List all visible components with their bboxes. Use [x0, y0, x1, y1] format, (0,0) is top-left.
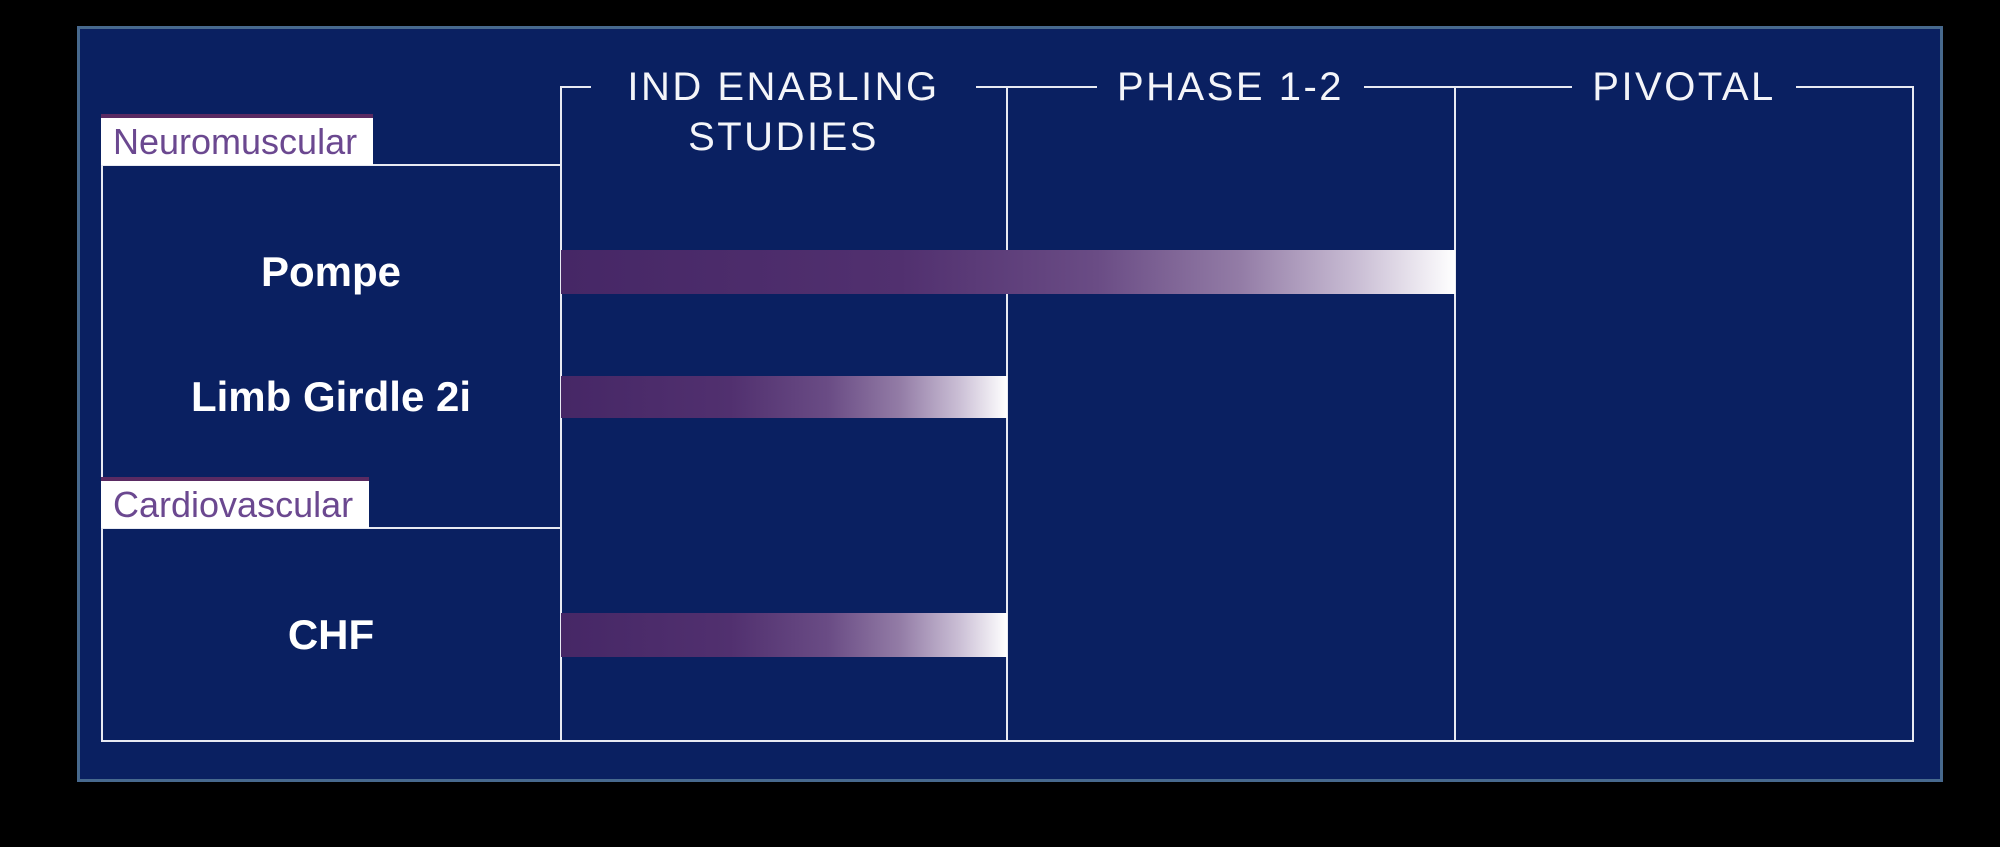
grid-line-neuromuscular-shelf — [101, 164, 561, 166]
program-label-pompe: Pompe — [260, 248, 402, 295]
header-rule-right — [1795, 86, 1915, 88]
column-header-label: IND ENABLING STUDIES — [627, 65, 940, 159]
header-rule-right — [1364, 86, 1454, 88]
column-header-label: PIVOTAL — [1592, 65, 1776, 109]
grid-line-cardiovascular-shelf — [101, 527, 561, 529]
header-rule-left — [1454, 86, 1573, 88]
section-label-cardiovascular: Cardiovascular — [101, 477, 370, 528]
column-header-pivotal: PIVOTAL — [1454, 62, 1915, 112]
section-label-neuromuscular: Neuromuscular — [101, 114, 374, 165]
header-rule-left — [1007, 86, 1097, 88]
progress-bar-chf — [561, 613, 1007, 657]
section-label-text: Cardiovascular — [113, 484, 354, 525]
column-header-phase-1-2: PHASE 1-2 — [1007, 62, 1454, 112]
progress-bar-limb-girdle-2i — [561, 376, 1007, 418]
header-rule-right — [976, 86, 1007, 88]
grid-line-col-phase-left — [1006, 87, 1008, 740]
header-rule-left — [560, 86, 591, 88]
program-label-chf: CHF — [287, 611, 375, 658]
chart-panel — [77, 26, 1943, 782]
grid-line-bottom-border — [101, 740, 1914, 742]
column-header-label: PHASE 1-2 — [1116, 65, 1345, 109]
program-label-limb-girdle-2i: Limb Girdle 2i — [190, 373, 472, 420]
progress-bar-pompe — [561, 250, 1455, 294]
column-header-ind-enabling-studies: IND ENABLING STUDIES — [560, 62, 1007, 162]
grid-line-right-border — [1912, 87, 1914, 740]
grid-line-col-pivotal-left — [1454, 87, 1456, 740]
section-label-text: Neuromuscular — [113, 121, 358, 162]
grid-line-left-border — [101, 166, 103, 742]
